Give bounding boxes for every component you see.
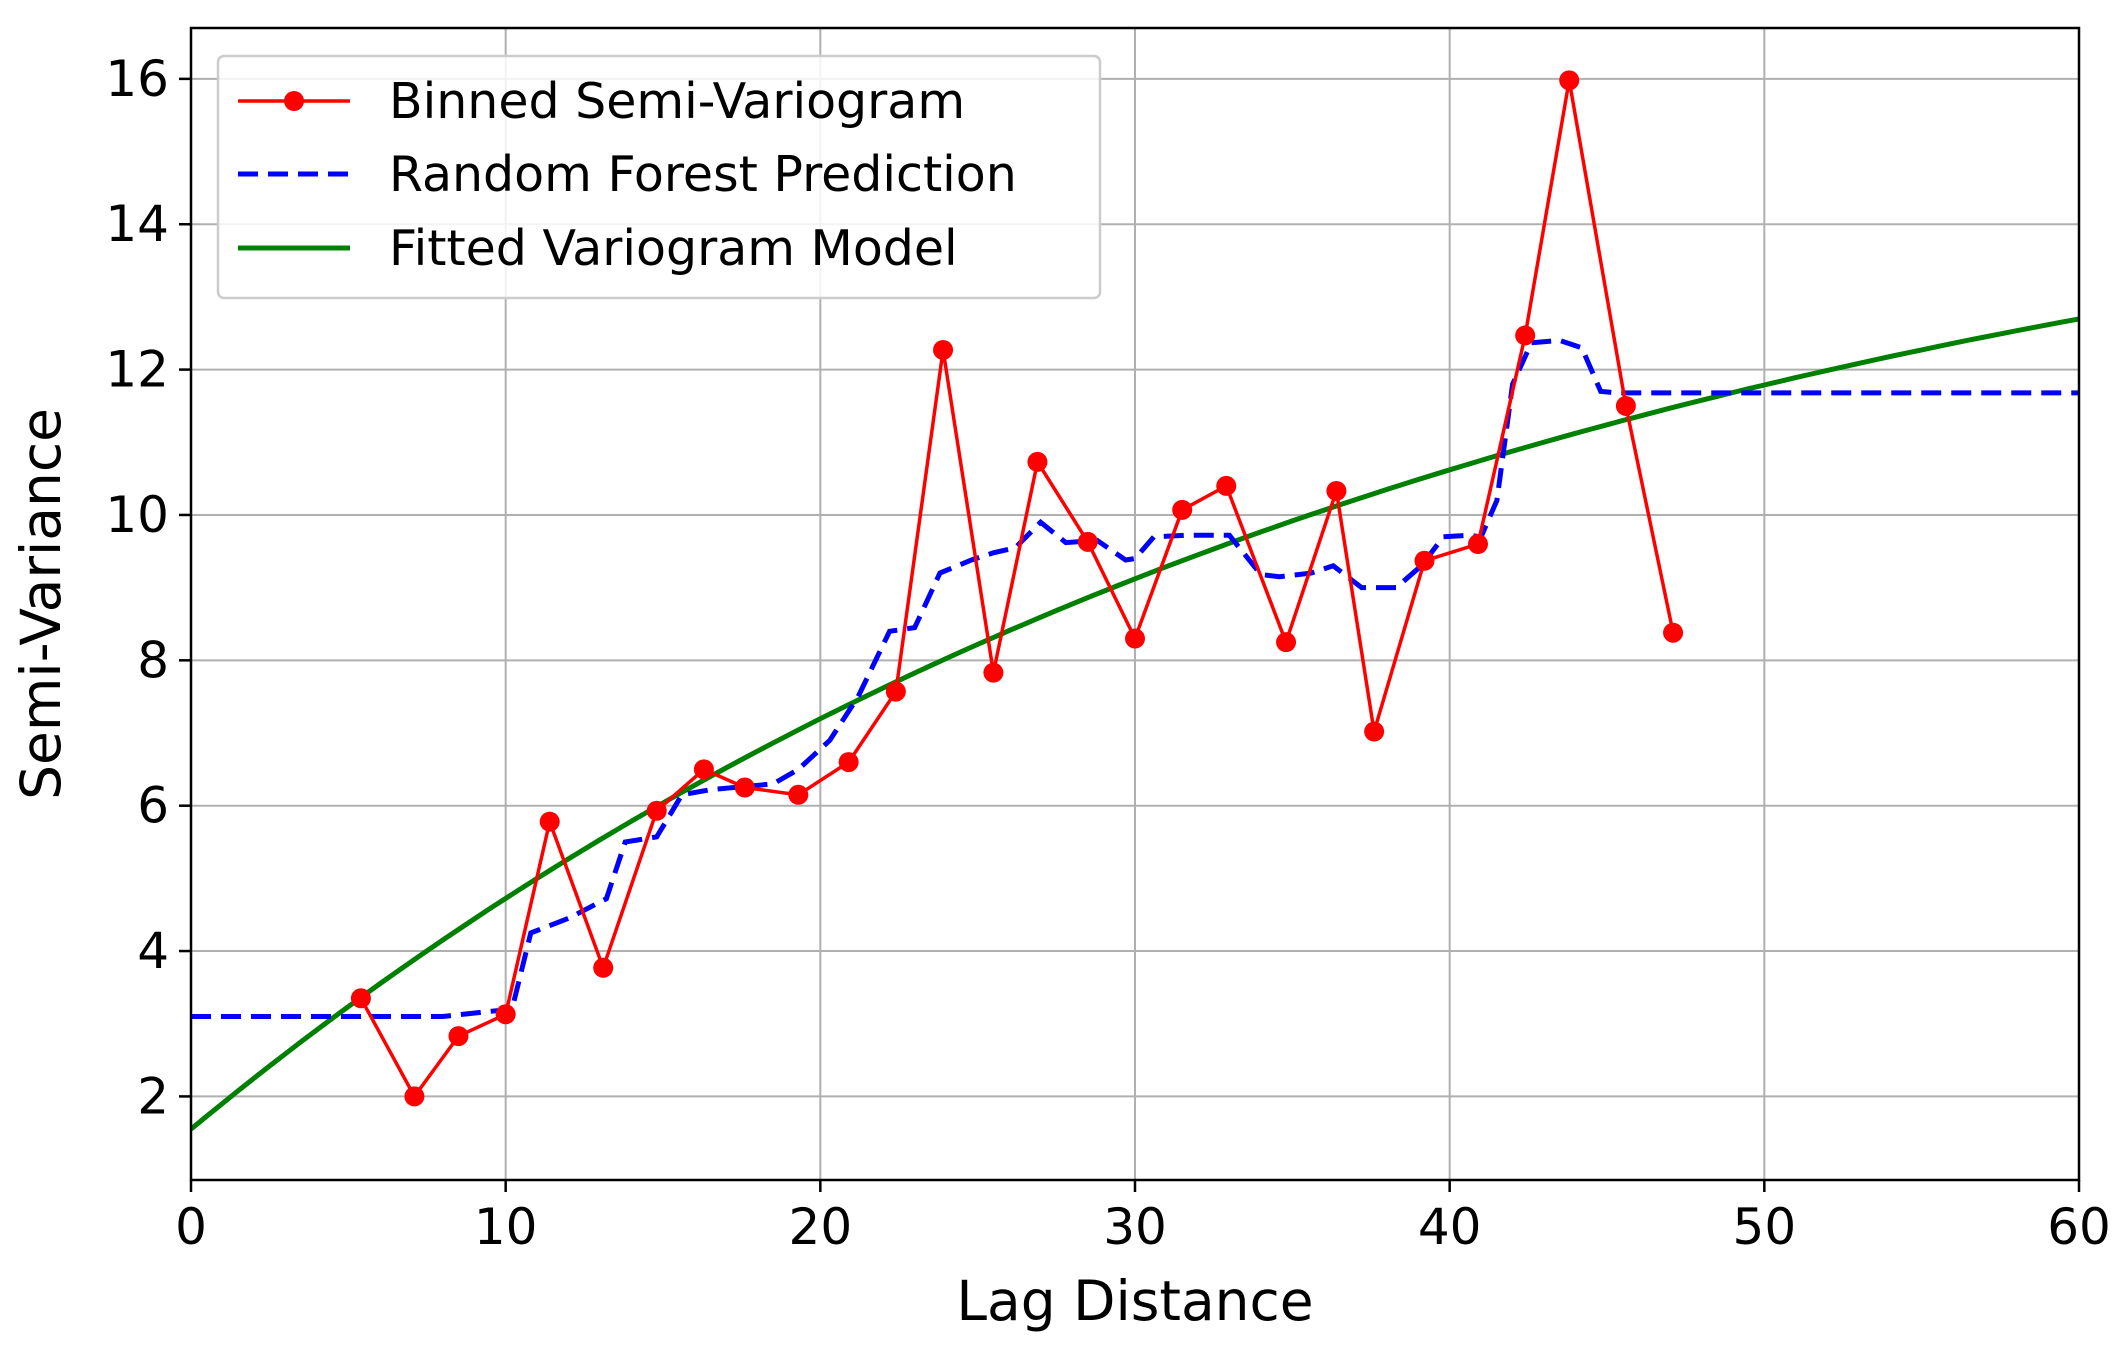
y-tick-label: 8 [137, 631, 169, 689]
x-tick-label: 60 [2047, 1198, 2111, 1256]
y-tick-label: 12 [105, 341, 169, 399]
legend: Binned Semi-Variogram Random Forest Pred… [216, 54, 1102, 300]
binned-point [1559, 70, 1580, 91]
binned-point [1125, 628, 1145, 649]
legend-box [216, 54, 1102, 300]
binned-point [1276, 632, 1297, 653]
y-tick-label: 10 [105, 486, 169, 544]
fitted-variogram-line [191, 316, 2079, 1132]
x-tick-label: 10 [474, 1198, 538, 1256]
y-axis-ticks: 2 4 6 8 10 12 14 16 [105, 50, 191, 1125]
binned-point [495, 1004, 516, 1025]
y-tick-label: 6 [137, 777, 169, 835]
binned-point [448, 1026, 469, 1047]
binned-point [404, 1086, 425, 1107]
x-tick-label: 30 [1103, 1198, 1167, 1256]
y-tick-label: 16 [105, 50, 169, 108]
x-tick-label: 0 [175, 1198, 207, 1256]
binned-point [593, 957, 614, 978]
x-axis-ticks: 0 10 20 30 40 50 60 [175, 1180, 2111, 1256]
x-tick-label: 50 [1733, 1198, 1797, 1256]
binned-markers [350, 70, 1684, 1107]
x-axis-title: Lag Distance [956, 1269, 1313, 1333]
binned-point [1172, 499, 1193, 520]
binned-point [1027, 451, 1048, 472]
binned-semivariogram-line [359, 79, 1675, 1100]
binned-point [1077, 531, 1098, 552]
binned-point [885, 681, 906, 702]
binned-point [734, 777, 755, 798]
legend-fitted-label: Fitted Variogram Model [389, 220, 958, 277]
binned-point [539, 811, 560, 832]
y-tick-label: 14 [105, 195, 169, 253]
series-layer [191, 70, 2079, 1132]
binned-point [1414, 550, 1435, 571]
x-tick-label: 20 [789, 1198, 853, 1256]
x-tick-label: 40 [1418, 1198, 1482, 1256]
y-axis-title: Semi-Variance [9, 408, 73, 800]
binned-point [1515, 325, 1536, 346]
binned-point [350, 988, 371, 1009]
grid [190, 28, 2080, 1180]
binned-point [1663, 622, 1684, 643]
binned-point [1615, 395, 1636, 416]
legend-binned-marker [284, 91, 304, 111]
binned-point [838, 752, 859, 773]
binned-point [983, 662, 1004, 683]
binned-point [1216, 475, 1237, 496]
binned-point [933, 339, 954, 360]
legend-rf-label: Random Forest Prediction [389, 146, 1017, 203]
y-tick-label: 4 [137, 922, 169, 980]
legend-binned-label: Binned Semi-Variogram [389, 73, 965, 130]
binned-point [788, 784, 809, 805]
binned-point [1467, 534, 1488, 555]
binned-point [1364, 721, 1385, 742]
y-tick-label: 2 [137, 1067, 169, 1125]
binned-point [1326, 480, 1347, 501]
binned-point [646, 800, 667, 821]
binned-point [693, 759, 714, 780]
